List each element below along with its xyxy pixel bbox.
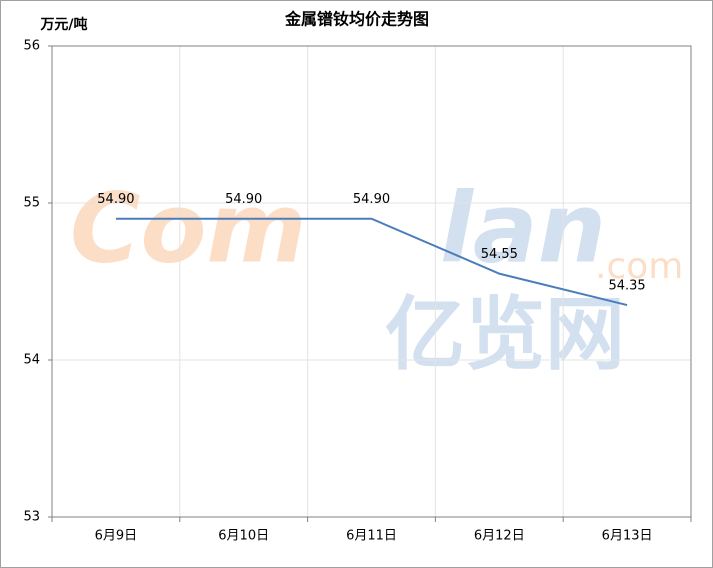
data-label: 54.90 [225,192,262,207]
y-axis-label: 万元/吨 [39,16,87,33]
data-label: 54.90 [97,192,134,207]
x-tick-label: 6月13日 [602,529,653,544]
y-tick-label: 56 [23,39,40,54]
data-label: 54.90 [353,192,390,207]
x-tick-label: 6月9日 [95,529,138,544]
y-tick-label: 55 [23,196,40,211]
watermark: .com [595,246,683,287]
watermark: 亿览网 [385,288,625,381]
watermark: Com [70,172,306,284]
watermark: lan [440,172,606,284]
y-tick-label: 54 [23,353,40,368]
plot-border [51,45,692,518]
x-tick-label: 6月12日 [474,529,525,544]
data-label: 54.35 [608,279,645,294]
data-label: 54.55 [481,247,518,262]
x-tick-label: 6月10日 [218,529,269,544]
y-tick-label: 53 [23,510,40,525]
x-tick-label: 6月11日 [346,529,397,544]
chart-title: 金属镨钕均价走势图 [284,10,429,29]
data-line [115,217,628,307]
